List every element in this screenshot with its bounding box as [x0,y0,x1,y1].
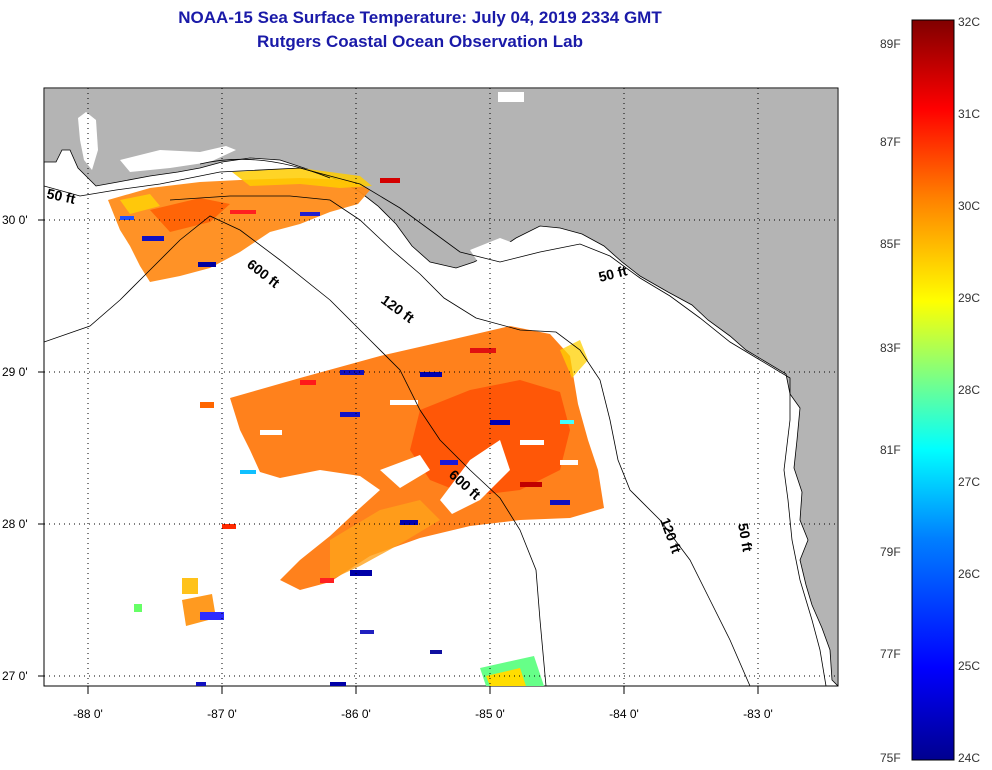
cb-f-85: 85F [880,237,901,251]
colorbar-f-labels: 89F 87F 85F 83F 81F 79F 77F 75F [880,37,901,765]
cb-c-28: 28C [958,383,980,397]
cb-c-27: 27C [958,475,980,489]
isobath-contours [44,158,827,686]
lat-tick-29: 29 0' [2,365,28,379]
sst-swath-south [134,402,544,686]
sst-swath-central [230,326,604,590]
bay-pensacola [120,146,236,172]
lat-tick-27: 27 0' [2,669,28,683]
lon-tick-84: -84 0' [609,707,639,721]
cb-f-79: 79F [880,545,901,559]
colorbar [911,19,955,761]
cb-f-89: 89F [880,37,901,51]
cb-f-81: 81F [880,443,901,457]
bay-choctaw [470,238,516,262]
lon-tick-87: -87 0' [207,707,237,721]
contour-label-50ft-mid: 50 ft [597,262,629,285]
lon-tick-88: -88 0' [73,707,103,721]
cb-c-24: 24C [958,751,980,765]
cb-c-32: 32C [958,15,980,29]
map-subtitle: Rutgers Coastal Ocean Observation Lab [257,32,583,51]
lat-tick-30: 30 0' [2,213,28,227]
contour-120ft [169,195,751,686]
cb-f-75: 75F [880,751,901,765]
cb-c-30: 30C [958,199,980,213]
cb-c-25: 25C [958,659,980,673]
map-title: NOAA-15 Sea Surface Temperature: July 04… [178,8,662,27]
contour-600ft [44,215,547,686]
lon-tick-85: -85 0' [475,707,505,721]
lake-okeechobee-cloud [498,92,524,102]
contour-label-50ft-west: 50 ft [45,185,77,207]
contour-label-50ft-south: 50 ft [735,522,756,553]
sst-swath-north [108,168,372,282]
bay-mobile [78,112,98,170]
frame-ticks [38,219,759,694]
colorbar-c-labels: 32C 31C 30C 29C 28C 27C 26C 25C 24C [958,15,980,765]
cb-c-26: 26C [958,567,980,581]
scan-streaks [120,178,578,686]
cb-c-31: 31C [958,107,980,121]
cb-f-83: 83F [880,341,901,355]
land-florida [44,88,838,686]
cb-f-77: 77F [880,647,901,661]
lon-tick-83: -83 0' [743,707,773,721]
cb-c-29: 29C [958,291,980,305]
cb-f-87: 87F [880,135,901,149]
contour-50ft [44,167,827,686]
lon-tick-86: -86 0' [341,707,371,721]
lat-tick-28: 28 0' [2,517,28,531]
